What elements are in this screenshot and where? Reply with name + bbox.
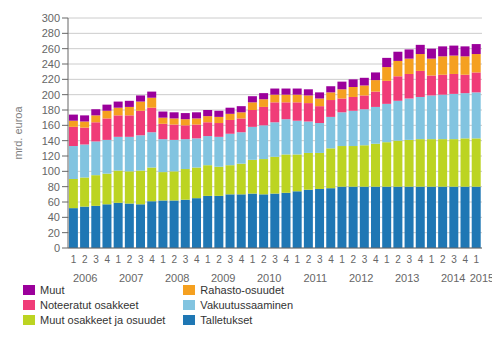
svg-text:2013: 2013: [395, 272, 419, 284]
svg-text:240: 240: [42, 58, 60, 70]
svg-text:2006: 2006: [73, 272, 97, 284]
svg-text:3: 3: [317, 254, 323, 265]
svg-text:1: 1: [250, 254, 256, 265]
svg-text:2007: 2007: [119, 272, 143, 284]
svg-text:100: 100: [42, 165, 60, 177]
html-text:Muut osakkeet ja osuudet: Muut osakkeet ja osuudet: [40, 314, 166, 326]
svg-text:280: 280: [42, 27, 60, 39]
svg-text:2015: 2015: [470, 272, 492, 284]
svg-text:4: 4: [328, 254, 334, 265]
svg-text:2: 2: [440, 254, 446, 265]
svg-text:120: 120: [42, 150, 60, 162]
svg-text:3: 3: [93, 254, 99, 265]
svg-text:3: 3: [227, 254, 233, 265]
svg-text:4: 4: [104, 254, 110, 265]
svg-text:1: 1: [429, 254, 435, 265]
svg-text:mrd. euroa: mrd. euroa: [12, 106, 24, 160]
svg-text:140: 140: [42, 135, 60, 147]
svg-text:4: 4: [418, 254, 424, 265]
svg-text:200: 200: [42, 89, 60, 101]
svg-text:220: 220: [42, 73, 60, 85]
svg-text:260: 260: [42, 43, 60, 55]
svg-text:1: 1: [295, 254, 301, 265]
svg-text:2: 2: [351, 254, 357, 265]
svg-text:3: 3: [272, 254, 278, 265]
svg-text:2014: 2014: [441, 272, 465, 284]
svg-text:4: 4: [149, 254, 155, 265]
svg-text:4: 4: [462, 254, 468, 265]
html-text:Talletukset: Talletukset: [200, 314, 253, 326]
svg-text:20: 20: [48, 227, 60, 239]
html-text:Noteeratut osakkeet: Noteeratut osakkeet: [40, 299, 139, 311]
svg-text:2: 2: [306, 254, 312, 265]
svg-text:2009: 2009: [211, 272, 235, 284]
svg-text:3: 3: [138, 254, 144, 265]
svg-text:300: 300: [42, 12, 60, 24]
svg-text:1: 1: [116, 254, 122, 265]
svg-text:2: 2: [261, 254, 267, 265]
svg-text:2: 2: [172, 254, 178, 265]
svg-text:2: 2: [127, 254, 133, 265]
svg-text:160: 160: [42, 119, 60, 131]
svg-text:4: 4: [239, 254, 245, 265]
svg-text:3: 3: [451, 254, 457, 265]
svg-text:180: 180: [42, 104, 60, 116]
svg-text:4: 4: [373, 254, 379, 265]
svg-text:3: 3: [362, 254, 368, 265]
svg-text:1: 1: [205, 254, 211, 265]
svg-text:4: 4: [194, 254, 200, 265]
svg-text:3: 3: [406, 254, 412, 265]
svg-text:2: 2: [82, 254, 88, 265]
svg-text:1: 1: [384, 254, 390, 265]
svg-text:60: 60: [48, 196, 60, 208]
html-text:Muut: Muut: [40, 284, 65, 296]
html-text:Rahasto-osuudet: Rahasto-osuudet: [200, 284, 285, 296]
svg-text:2010: 2010: [257, 272, 281, 284]
svg-text:1: 1: [160, 254, 166, 265]
svg-text:2011: 2011: [303, 272, 327, 284]
html-text:Vakuutussaaminen: Vakuutussaaminen: [200, 299, 294, 311]
svg-text:80: 80: [48, 181, 60, 193]
svg-text:2: 2: [395, 254, 401, 265]
svg-text:1: 1: [474, 254, 480, 265]
svg-text:2008: 2008: [165, 272, 189, 284]
svg-text:0: 0: [54, 242, 60, 254]
svg-text:3: 3: [183, 254, 189, 265]
svg-text:2012: 2012: [349, 272, 373, 284]
svg-text:40: 40: [48, 211, 60, 223]
svg-text:1: 1: [339, 254, 345, 265]
svg-text:2: 2: [216, 254, 222, 265]
svg-text:1: 1: [71, 254, 77, 265]
svg-text:4: 4: [283, 254, 289, 265]
